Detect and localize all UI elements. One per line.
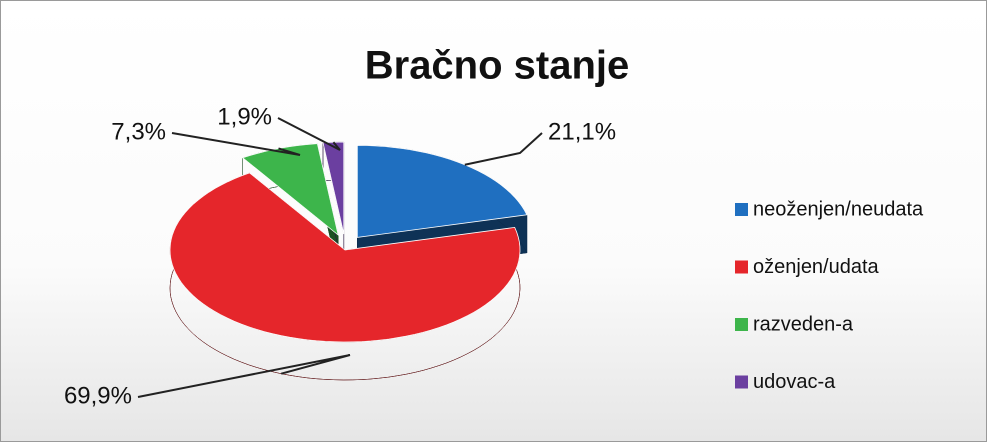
data-label: 21,1%: [548, 118, 616, 145]
legend-label: udovac-a: [753, 371, 836, 393]
legend-swatch: [735, 318, 748, 331]
chart-title: Bračno stanje: [365, 44, 630, 88]
data-label: 69,9%: [64, 382, 132, 409]
slice: [356, 144, 528, 238]
leader-line: [137, 354, 351, 398]
legend-swatch: [735, 260, 748, 274]
legend-swatch: [735, 375, 748, 389]
leader-line: [171, 132, 301, 156]
legend-label: oženjen/udata: [753, 256, 880, 278]
legend-label: razveden-a: [753, 313, 854, 335]
leader-line: [277, 117, 341, 151]
data-label: 1,9%: [217, 103, 272, 130]
leader-line: [464, 132, 543, 166]
data-label: 7,3%: [111, 118, 166, 145]
legend-swatch: [735, 203, 748, 216]
slice: [169, 172, 521, 343]
legend-label: neoženjen/neudata: [753, 198, 924, 220]
